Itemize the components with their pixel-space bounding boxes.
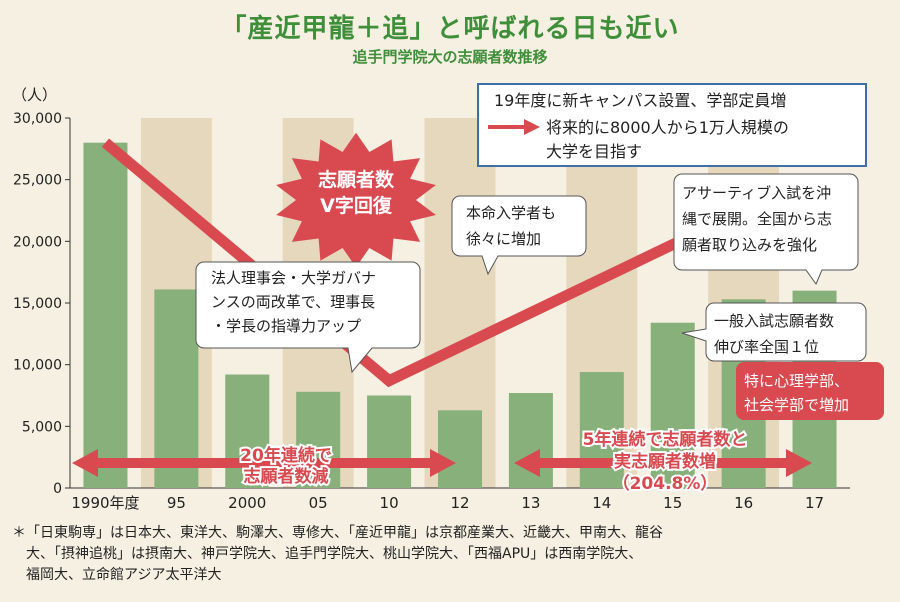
x-tick-label: 12 <box>450 494 469 512</box>
increase-label-line1: 5年連続で志願者数と <box>583 429 748 450</box>
bar <box>367 395 412 488</box>
footnote: ＊ 「日東駒専」は日本大、東洋大、駒澤大、専修大、「産近甲龍」は京都産業大、近畿… <box>12 523 892 586</box>
plan-line1: 19年度に新キャンパス設置、学部定員増 <box>494 91 786 110</box>
y-tick-label: 25,000 <box>13 173 62 189</box>
bar <box>83 142 128 488</box>
honmei-line1: 本命入学者も <box>466 204 556 222</box>
bar <box>225 374 270 488</box>
x-tick-label: 2000 <box>228 494 266 512</box>
y-tick-label: 10,000 <box>13 358 62 374</box>
faculty-box: 特に心理学部、 社会学部で増加 <box>736 362 884 420</box>
plan-line2: 将来的に8000人から1万人規模の <box>546 118 789 137</box>
footnote-line2: 大、「摂神追桃」は摂南大、神戸学院大、追手門学院大、桃山学院大、「西福APU」は… <box>26 546 643 562</box>
trend-line <box>101 138 736 388</box>
assertive-callout: アサーティブ入試を沖 縄で展開。全国から志 願者取り込みを強化 <box>673 173 859 286</box>
honmei-callout: 本命入学者も 徐々に増加 <box>451 195 587 276</box>
chart-subtitle: 追手門学院大の志願者数推移 <box>352 48 548 66</box>
bar <box>438 410 482 488</box>
decline-double-arrow <box>72 449 456 477</box>
x-tick-label: 13 <box>521 494 540 512</box>
x-tick-labels: 1990年度 95 2000 05 10 12 13 14 15 16 17 <box>71 494 824 512</box>
plan-line3: 大学を目指す <box>546 142 642 161</box>
assertive-line3: 願者取り込みを強化 <box>682 236 817 254</box>
y-axis-label: （人） <box>12 86 57 104</box>
bar <box>508 393 553 488</box>
bar <box>154 289 199 488</box>
v-recovery-burst: 志願者数 V字回復 <box>276 132 436 268</box>
honmei-line2: 徐々に増加 <box>466 230 541 248</box>
y-tick-label: 20,000 <box>13 234 62 250</box>
x-tick-label: 95 <box>167 494 186 512</box>
x-tick-label: 17 <box>805 494 824 512</box>
decline-label-line2: 志願者数減 <box>244 466 329 487</box>
y-tick-label: 15,000 <box>13 296 62 312</box>
bar <box>296 391 341 488</box>
general-callout: 一般入試志願者数 伸び率全国１位 <box>681 302 867 362</box>
governance-line2: ンスの両改革で、理事長 <box>211 293 375 311</box>
v-recovery-line2: V字回復 <box>320 194 393 217</box>
x-tick-label: 10 <box>380 494 399 512</box>
y-tick-label: 30,000 <box>13 111 62 127</box>
increase-double-arrow <box>514 449 812 477</box>
governance-line1: 法人理事会・大学ガバナ <box>211 269 376 287</box>
decline-label-line1: 20年連続で <box>240 445 332 466</box>
bar-chart: 1990年度 95 2000 05 10 12 13 14 15 16 17 30,000 25,00… <box>12 83 884 512</box>
bar <box>579 372 624 488</box>
increase-label-line3: （204.8%） <box>613 473 718 494</box>
plan-box: 19年度に新キャンパス設置、学部定員増 将来的に8000人から1万人規模の 大学… <box>477 83 867 167</box>
faculty-line2: 社会学部で増加 <box>744 396 849 414</box>
x-tick-label: 16 <box>734 494 753 512</box>
y-tick-label: 0 <box>53 481 62 497</box>
chart-title: 「産近甲龍＋追」と呼ばれる日も近い <box>220 14 680 44</box>
v-recovery-line1: 志願者数 <box>318 168 395 191</box>
general-line1: 一般入試志願者数 <box>714 312 834 330</box>
assertive-line1: アサーティブ入試を沖 <box>682 184 831 202</box>
y-tick-label: 5,000 <box>22 419 62 435</box>
footnote-line3: 福岡大、立命館アジア太平洋大 <box>26 567 222 583</box>
x-tick-label: 15 <box>663 494 682 512</box>
footnote-star: ＊ <box>12 525 26 541</box>
increase-label-line2: 実志願者数増 <box>614 451 716 472</box>
general-line2: 伸び率全国１位 <box>714 338 819 356</box>
governance-callout: 法人理事会・大学ガバナ ンスの両改革で、理事長 ・学長の指導力アップ <box>195 261 421 374</box>
assertive-line2: 縄で展開。全国から志 <box>682 210 832 228</box>
x-tick-label: 14 <box>592 494 611 512</box>
x-tick-label: 05 <box>309 494 328 512</box>
governance-line3: ・学長の指導力アップ <box>211 317 361 335</box>
footnote-line1: 「日東駒専」は日本大、東洋大、駒澤大、専修大、「産近甲龍」は京都産業大、近畿大、… <box>26 525 663 541</box>
faculty-line1: 特に心理学部、 <box>744 372 849 390</box>
x-tick-label: 1990年度 <box>71 494 139 512</box>
y-tick-labels: 30,000 25,000 20,000 15,000 10,000 5,000 0 <box>13 111 62 497</box>
